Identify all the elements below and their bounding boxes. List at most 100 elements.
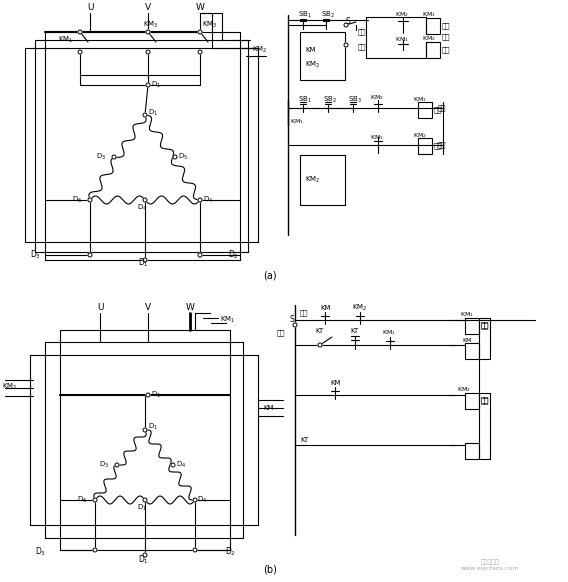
Bar (426, 42, 440, 58)
Text: 高速: 高速 (442, 47, 450, 54)
Circle shape (193, 498, 197, 502)
Text: V: V (145, 3, 151, 12)
Circle shape (93, 498, 97, 502)
Text: KM$_2$: KM$_2$ (305, 60, 320, 70)
Text: KM: KM (305, 47, 315, 53)
Circle shape (112, 155, 116, 159)
Text: S: S (290, 315, 295, 325)
Text: KT: KT (315, 328, 323, 334)
Circle shape (193, 548, 197, 552)
Text: D$_1$: D$_1$ (138, 553, 149, 566)
Text: D$_5$: D$_5$ (178, 152, 188, 162)
Text: SB$_1$: SB$_1$ (298, 95, 312, 105)
Circle shape (344, 43, 348, 47)
Text: V: V (145, 303, 151, 313)
Circle shape (88, 253, 92, 257)
Text: 低速: 低速 (481, 322, 490, 328)
Text: 高速: 高速 (442, 34, 450, 40)
Text: D$_1$: D$_1$ (137, 503, 147, 513)
Text: KM$_2$: KM$_2$ (370, 94, 384, 102)
Text: 高速: 高速 (358, 44, 366, 50)
Text: (a): (a) (263, 271, 277, 281)
Text: KT: KT (300, 437, 308, 443)
Circle shape (198, 50, 202, 54)
Circle shape (143, 498, 147, 502)
Text: 低速: 低速 (438, 105, 446, 111)
Text: 低速: 低速 (300, 310, 308, 316)
Text: D$_3$: D$_3$ (96, 152, 106, 162)
Text: KM$_2$: KM$_2$ (422, 34, 436, 44)
Text: 低速: 低速 (434, 107, 442, 113)
Text: KT: KT (350, 328, 358, 334)
Bar (426, 18, 440, 34)
Circle shape (146, 30, 150, 34)
Text: KM$_1$: KM$_1$ (460, 311, 474, 320)
Text: D$_1$: D$_1$ (148, 108, 158, 118)
Circle shape (171, 463, 175, 467)
Text: D$_1$: D$_1$ (151, 80, 161, 90)
Circle shape (78, 30, 82, 34)
Text: D$_6$: D$_6$ (72, 195, 82, 205)
Text: D$_3$: D$_3$ (99, 460, 109, 470)
Circle shape (344, 23, 348, 27)
Circle shape (143, 113, 147, 117)
Text: KM: KM (263, 405, 274, 411)
Text: 高速: 高速 (481, 398, 490, 404)
Circle shape (198, 30, 202, 34)
Text: KM$_3$: KM$_3$ (143, 20, 158, 30)
Circle shape (318, 343, 322, 347)
Text: S: S (346, 17, 351, 27)
Text: KM$_1$: KM$_1$ (422, 10, 436, 19)
Circle shape (78, 50, 82, 54)
Text: D$_4$: D$_4$ (137, 203, 147, 213)
Text: D$_1$: D$_1$ (151, 390, 161, 400)
Text: SB$_2$: SB$_2$ (321, 10, 335, 20)
Circle shape (143, 553, 147, 557)
Text: 电子发烧友
www.elecfans.com: 电子发烧友 www.elecfans.com (461, 559, 519, 571)
Text: KM$_2$: KM$_2$ (252, 45, 268, 55)
Circle shape (115, 463, 119, 467)
Text: U: U (87, 3, 93, 12)
Text: 低速: 低速 (481, 322, 490, 329)
Text: D$_2$: D$_2$ (228, 249, 239, 261)
Text: D$_4$: D$_4$ (197, 495, 207, 505)
Text: U: U (97, 303, 103, 313)
Text: SB$_1$: SB$_1$ (298, 10, 312, 20)
Text: W: W (195, 3, 204, 12)
Text: KM: KM (320, 305, 331, 311)
Text: KM$_1$: KM$_1$ (58, 35, 73, 45)
Bar (465, 393, 479, 409)
Bar (418, 138, 432, 154)
Text: 高速: 高速 (277, 329, 286, 336)
Text: KM$_2$: KM$_2$ (457, 385, 471, 395)
Text: KM$_1$: KM$_1$ (220, 315, 235, 325)
Text: 高速: 高速 (434, 143, 442, 150)
Circle shape (198, 253, 202, 257)
Circle shape (173, 155, 177, 159)
Text: KM$_1$: KM$_1$ (395, 36, 409, 44)
Bar (465, 443, 479, 459)
Text: 高速: 高速 (438, 141, 446, 148)
Text: 低速: 低速 (358, 29, 366, 36)
Text: W: W (186, 303, 194, 313)
Text: D$_2$: D$_2$ (225, 546, 236, 558)
Text: D$_1$: D$_1$ (138, 257, 149, 269)
Circle shape (293, 323, 297, 327)
Text: KM$_3$: KM$_3$ (202, 20, 218, 30)
Bar (465, 318, 479, 334)
Text: D$_3$: D$_3$ (30, 249, 41, 261)
Text: 低速: 低速 (442, 23, 450, 29)
Circle shape (198, 198, 202, 202)
Text: D$_3$: D$_3$ (35, 546, 46, 558)
Text: KM$_2$: KM$_2$ (395, 10, 409, 19)
Text: KM$_2$: KM$_2$ (2, 382, 18, 392)
Text: KM$_1$: KM$_1$ (382, 329, 396, 338)
Text: D$_6$: D$_6$ (77, 495, 87, 505)
Circle shape (93, 548, 97, 552)
Text: D$_4$: D$_4$ (176, 460, 186, 470)
Text: SB$_2$: SB$_2$ (323, 95, 337, 105)
Circle shape (143, 428, 147, 432)
Circle shape (146, 50, 150, 54)
Circle shape (88, 198, 92, 202)
Text: D$_1$: D$_1$ (148, 422, 158, 432)
